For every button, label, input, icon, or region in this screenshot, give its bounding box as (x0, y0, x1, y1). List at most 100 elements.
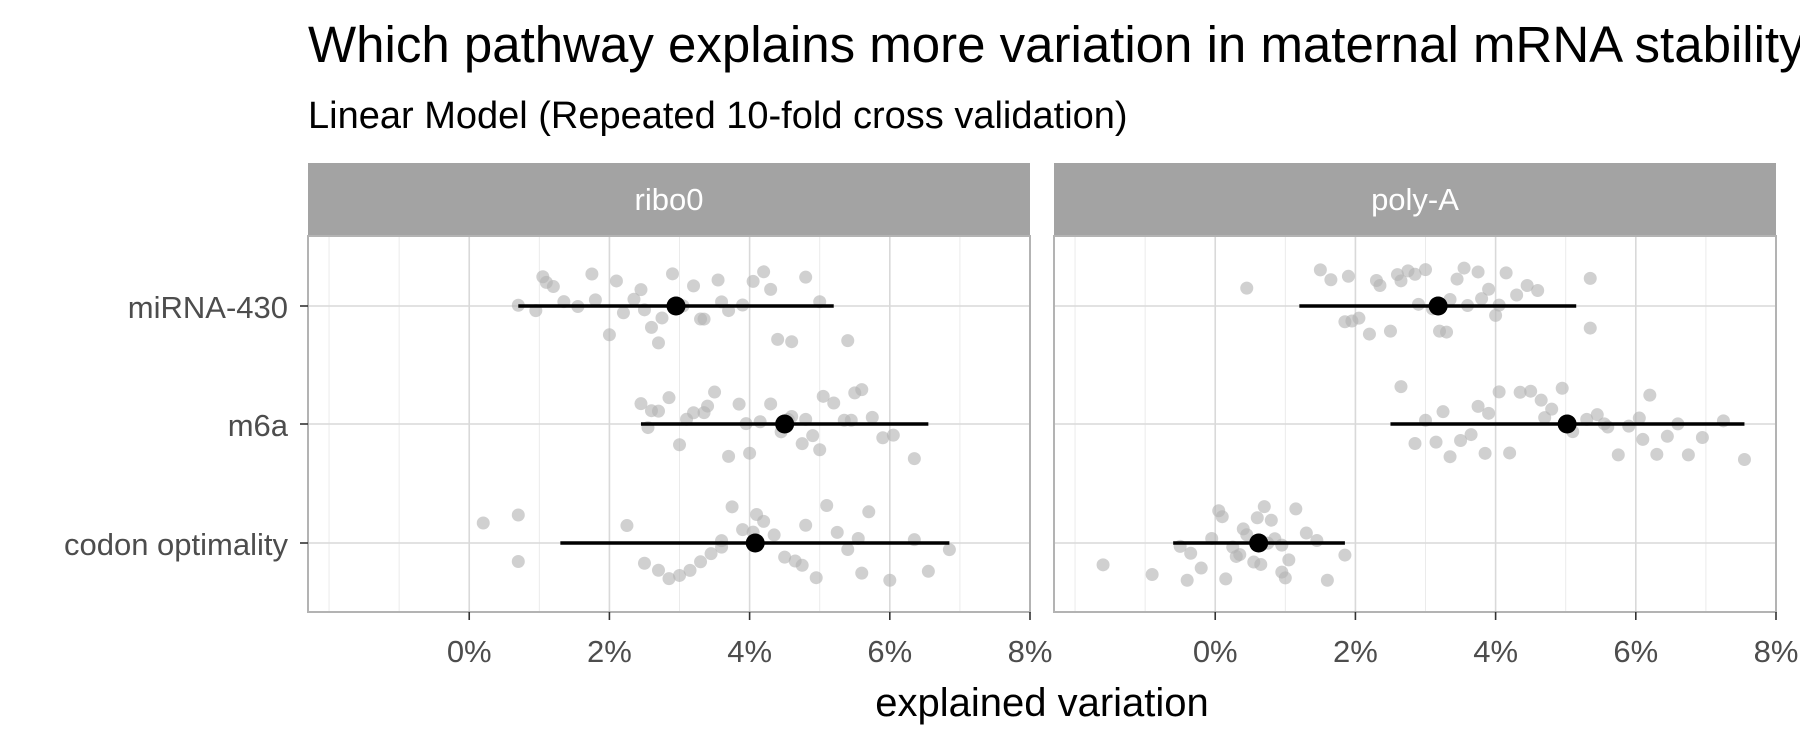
data-point-m6a (644, 404, 658, 418)
data-point-m6a (876, 431, 890, 445)
data-point-mirna-430 (841, 334, 855, 348)
border-poly-a (1053, 235, 1777, 613)
x-tick-label: 8% (1754, 634, 1799, 669)
data-point-mirna-430 (1489, 308, 1503, 322)
data-point-mirna-430 (757, 265, 771, 279)
data-point-m6a (1443, 450, 1457, 464)
data-point-m6a (795, 437, 809, 451)
x-tick-label: 6% (1613, 634, 1658, 669)
data-point-codon-optimality (511, 508, 525, 522)
data-point-codon-optimality (1145, 568, 1159, 582)
data-point-m6a (865, 410, 879, 424)
data-point-codon-optimality (1215, 510, 1229, 524)
data-point-codon-optimality (1320, 573, 1334, 587)
data-point-codon-optimality (1278, 571, 1292, 585)
data-point-mirna-430 (1499, 266, 1513, 280)
data-point-mirna-430 (1475, 292, 1489, 306)
data-point-codon-optimality (736, 523, 750, 537)
data-point-codon-optimality (1236, 522, 1250, 536)
y-tick-label-codon-optimality: codon optimality (64, 527, 289, 562)
data-point-codon-optimality (1184, 546, 1198, 560)
data-point-mirna-430 (1471, 265, 1485, 279)
data-point-mirna-430 (1531, 283, 1545, 297)
x-tick-label: 4% (727, 634, 772, 669)
data-point-codon-optimality (767, 528, 781, 542)
data-point-codon-optimality (1264, 513, 1278, 527)
data-point-codon-optimality (511, 554, 525, 568)
x-tick-label: 4% (1473, 634, 1518, 669)
data-point-mirna-430 (1408, 267, 1422, 281)
data-point-mirna-430 (1450, 272, 1464, 286)
points-ribo0 (476, 265, 956, 587)
data-point-m6a (701, 399, 715, 413)
data-point-codon-optimality (809, 571, 823, 585)
data-point-codon-optimality (921, 564, 935, 578)
data-point-codon-optimality (820, 499, 834, 513)
summaries-poly-a (1173, 296, 1745, 553)
data-point-m6a (1503, 446, 1517, 460)
strip-label-poly-a: poly-A (1371, 182, 1459, 217)
data-point-mirna-430 (799, 270, 813, 284)
data-point-m6a (1695, 431, 1709, 445)
data-point-m6a (907, 452, 921, 466)
data-point-mirna-430 (711, 273, 725, 287)
data-point-m6a (816, 389, 830, 403)
data-point-codon-optimality (830, 525, 844, 539)
data-point-mirna-430 (588, 293, 602, 307)
data-point-codon-optimality (1194, 561, 1208, 575)
data-point-m6a (1492, 385, 1506, 399)
data-point-mirna-430 (1240, 281, 1254, 295)
data-point-codon-optimality (1257, 500, 1271, 514)
data-point-m6a (708, 385, 722, 399)
data-point-codon-optimality (694, 555, 708, 569)
data-point-m6a (855, 383, 869, 397)
x-tick-label: 2% (587, 634, 632, 669)
data-point-mirna-430 (627, 292, 641, 306)
data-point-m6a (1436, 405, 1450, 419)
data-point-codon-optimality (1096, 558, 1110, 572)
data-point-codon-optimality (1289, 502, 1303, 516)
data-point-codon-optimality (1219, 572, 1233, 586)
data-point-m6a (1622, 419, 1636, 433)
data-point-mirna-430 (1583, 271, 1597, 285)
data-point-codon-optimality (704, 547, 718, 561)
x-tick-label: 0% (1193, 634, 1238, 669)
mean-point-mirna-430 (666, 296, 686, 316)
data-point-mirna-430 (1520, 279, 1534, 293)
data-point-codon-optimality (662, 572, 676, 586)
data-point-m6a (1636, 432, 1650, 446)
data-point-m6a (827, 396, 841, 410)
data-point-m6a (743, 446, 757, 460)
data-point-m6a (1478, 446, 1492, 460)
data-point-codon-optimality (942, 543, 956, 557)
data-point-m6a (1471, 399, 1485, 413)
data-point-mirna-430 (1457, 261, 1471, 275)
panel-poly-a: poly-A 0% 2% 4% 6% 8% (1053, 163, 1799, 669)
data-point-m6a (673, 438, 687, 452)
data-point-codon-optimality (1310, 533, 1324, 547)
data-point-m6a (1394, 380, 1408, 394)
data-point-mirna-430 (1510, 288, 1524, 302)
data-point-codon-optimality (862, 505, 876, 519)
strip-poly-a (1054, 163, 1776, 235)
data-point-mirna-430 (539, 275, 553, 289)
data-point-m6a (732, 397, 746, 411)
data-point-mirna-430 (1440, 325, 1454, 339)
data-point-codon-optimality (683, 563, 697, 577)
x-axis-label: explained variation (875, 681, 1209, 725)
data-point-m6a (1555, 381, 1569, 395)
data-point-mirna-430 (785, 335, 799, 349)
data-point-mirna-430 (1313, 263, 1327, 277)
data-point-codon-optimality (1299, 526, 1313, 540)
data-point-m6a (753, 415, 767, 429)
data-point-codon-optimality (673, 568, 687, 582)
x-tick-label: 2% (1333, 634, 1378, 669)
data-point-m6a (1737, 452, 1751, 466)
xticks-ribo0: 0% 2% 4% 6% 8% (447, 612, 1052, 669)
data-point-codon-optimality (476, 516, 490, 530)
data-point-codon-optimality (841, 543, 855, 557)
strip-ribo0 (308, 163, 1030, 235)
data-point-mirna-430 (655, 311, 669, 325)
data-point-codon-optimality (715, 534, 729, 548)
data-point-mirna-430 (1369, 274, 1383, 288)
